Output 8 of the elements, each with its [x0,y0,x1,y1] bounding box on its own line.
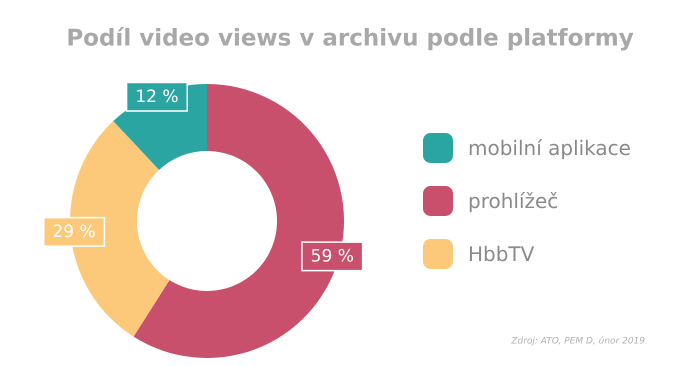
data-label: 29 % [52,222,96,242]
chart-title: Podíl video views v archivu podle platformy [66,26,634,52]
legend-label: HbbTV [468,242,535,266]
legend-label: prohlížeč [468,189,558,213]
data-label: 12 % [135,86,179,107]
legend-label: mobilní aplikace [468,136,631,160]
text: Zdroj: ATO, PEM D, únor 2019 [510,336,646,346]
data-label: 59 % [310,246,354,266]
